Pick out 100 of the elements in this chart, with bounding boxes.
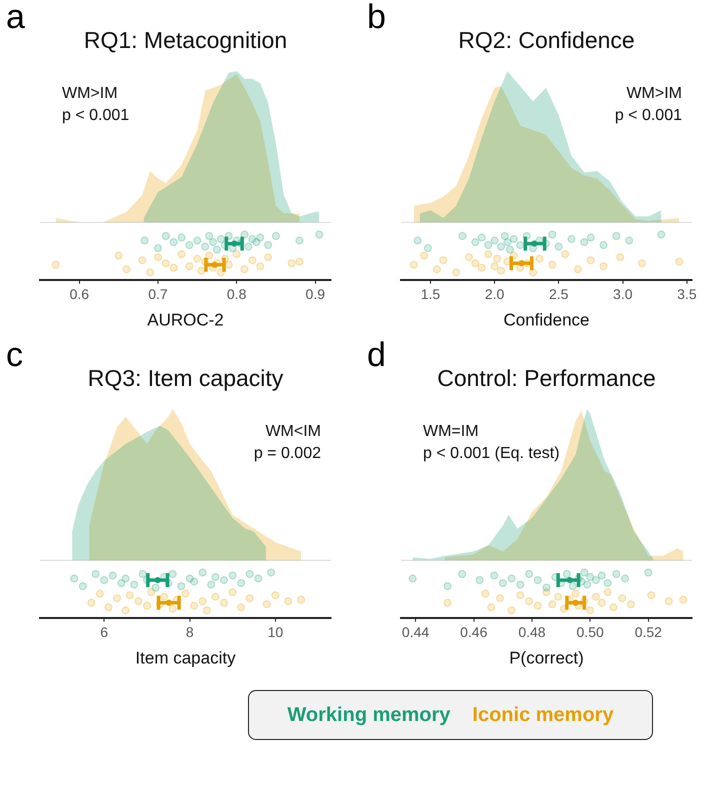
- point: [212, 246, 221, 254]
- point: [568, 235, 576, 244]
- point: [478, 234, 486, 242]
- point: [592, 576, 600, 584]
- x-tick-label: 0.6: [70, 286, 90, 302]
- point: [256, 234, 264, 242]
- text: Working memory: [287, 704, 450, 726]
- point: [444, 598, 452, 607]
- point: [496, 242, 505, 251]
- text: b: [367, 0, 386, 36]
- point: [244, 242, 252, 251]
- point: [168, 570, 177, 578]
- point: [487, 603, 496, 612]
- point: [262, 600, 271, 608]
- point: [508, 574, 516, 583]
- x-tick-label: 0.48: [518, 624, 546, 640]
- x-tick-label: 2.0: [484, 286, 505, 302]
- point: [525, 597, 534, 606]
- point: [170, 238, 178, 246]
- x-tick-label: 3.5: [677, 286, 697, 302]
- point: [209, 238, 218, 246]
- point: [246, 570, 254, 578]
- point: [612, 570, 620, 578]
- point: [140, 236, 149, 245]
- point: [586, 234, 595, 242]
- point: [288, 259, 296, 268]
- point: [198, 568, 207, 577]
- x-axis-title: Item capacity: [135, 648, 236, 668]
- point: [612, 232, 620, 240]
- point: [160, 592, 168, 601]
- annotation: WM<IM: [265, 423, 321, 440]
- point: [562, 570, 571, 578]
- point: [554, 242, 563, 251]
- point: [284, 597, 292, 606]
- point: [638, 259, 646, 268]
- chart-title: RQ2: Confidence: [458, 27, 635, 54]
- point: [432, 265, 441, 274]
- point: [508, 606, 516, 614]
- annotation: p < 0.001 (Eq. test): [423, 445, 560, 462]
- point: [138, 570, 147, 578]
- point: [618, 594, 626, 602]
- point: [296, 258, 304, 266]
- point: [410, 260, 418, 269]
- point: [205, 232, 214, 240]
- point: [510, 235, 518, 244]
- point: [190, 602, 198, 610]
- point: [202, 606, 211, 614]
- point: [154, 253, 162, 262]
- point: [481, 590, 490, 598]
- text: Iconic memory: [472, 704, 614, 726]
- x-tick-label: 8: [186, 624, 194, 640]
- point: [182, 590, 190, 598]
- x-axis-title: Confidence: [503, 310, 590, 330]
- point: [264, 253, 272, 262]
- point: [96, 590, 104, 598]
- point: [297, 596, 306, 604]
- point: [232, 250, 241, 258]
- point: [626, 600, 635, 608]
- point: [604, 588, 612, 596]
- point: [625, 236, 634, 245]
- point: [126, 591, 134, 600]
- point: [220, 598, 228, 607]
- chart-title: RQ3: Item capacity: [88, 365, 284, 392]
- point: [679, 596, 688, 604]
- point: [493, 254, 502, 263]
- text: c: [6, 336, 23, 374]
- point: [574, 265, 582, 274]
- point: [271, 591, 280, 600]
- point: [496, 594, 504, 602]
- point: [644, 568, 652, 577]
- point: [70, 574, 78, 583]
- x-tick-label: 3.0: [613, 286, 633, 302]
- point: [220, 576, 228, 584]
- point: [122, 606, 130, 614]
- point: [548, 230, 556, 239]
- point: [207, 580, 216, 589]
- x-tick-label: 0.9: [306, 286, 326, 302]
- point: [664, 597, 673, 606]
- point: [586, 606, 594, 614]
- point: [240, 265, 248, 274]
- point: [414, 236, 422, 245]
- point: [193, 254, 202, 263]
- point: [228, 588, 237, 596]
- point: [267, 568, 276, 577]
- point: [178, 250, 186, 258]
- point: [554, 592, 562, 601]
- text: d: [367, 336, 386, 374]
- point: [496, 266, 505, 275]
- x-tick-label: 0.46: [460, 624, 488, 640]
- point: [572, 590, 580, 598]
- point: [87, 598, 96, 607]
- annotation: WM=IM: [423, 423, 479, 440]
- point: [548, 260, 556, 269]
- point: [205, 252, 214, 260]
- x-tick-label: 0.8: [226, 286, 247, 302]
- point: [228, 572, 237, 580]
- point: [498, 579, 507, 588]
- point: [598, 572, 606, 580]
- x-tick-label: 0.7: [148, 286, 168, 302]
- point: [535, 254, 544, 263]
